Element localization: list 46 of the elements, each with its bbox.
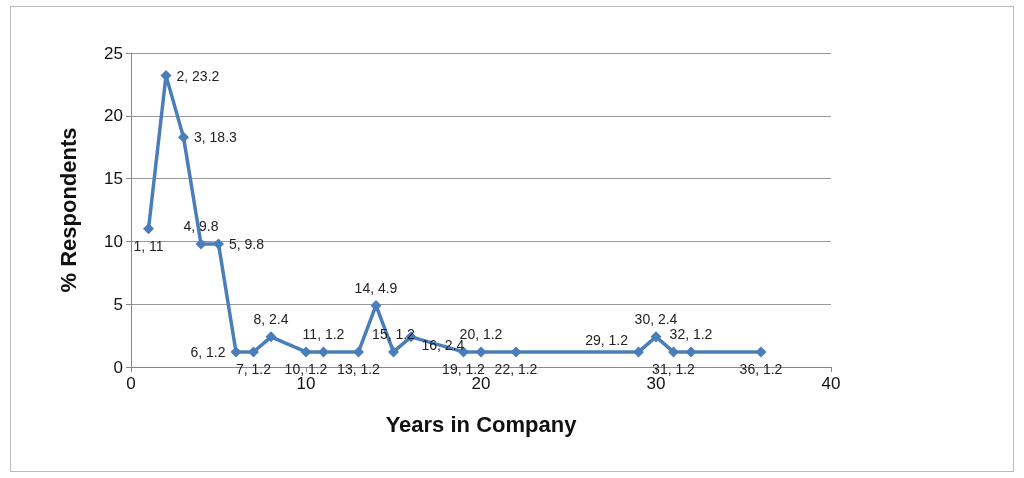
point (248, 346, 259, 358)
y-tick-label: 0 (113, 357, 123, 377)
data-label: 32, 1.2 (669, 326, 713, 343)
point (633, 346, 644, 358)
point (195, 238, 207, 250)
data-label: 36, 1.2 (739, 361, 783, 378)
data-label: 8, 2.4 (253, 311, 289, 328)
data-label: 2, 23.2 (176, 67, 220, 84)
data-label: 5, 9.8 (229, 235, 265, 252)
y-tick-label: 5 (113, 294, 123, 314)
x-tick-label: 0 (126, 374, 136, 393)
data-label: 22, 1.2 (494, 361, 538, 378)
point (213, 238, 224, 250)
point (685, 346, 697, 358)
data-label: 13, 1.2 (337, 361, 381, 378)
point (300, 346, 312, 358)
data-label: 1, 11 (133, 238, 164, 255)
data-label: 29, 1.2 (585, 331, 629, 348)
point (178, 131, 189, 143)
data-label: 14, 4.9 (354, 279, 398, 296)
point (318, 346, 329, 358)
point (353, 346, 364, 358)
y-axis-title: % Respondents (55, 127, 81, 293)
point (388, 346, 399, 358)
data-label: 7, 1.2 (235, 361, 272, 378)
x-tick-label: 40 (821, 374, 841, 393)
data-label: 6, 1.2 (190, 343, 226, 360)
y-tick-label: 25 (104, 43, 123, 63)
point (475, 346, 487, 358)
y-tick-label: 10 (104, 231, 123, 251)
data-label: 3, 18.3 (194, 129, 238, 146)
y-tick-label: 20 (104, 106, 123, 126)
data-label: 30, 2.4 (634, 311, 678, 328)
data-label: 11, 1.2 (302, 326, 345, 343)
y-tick-label: 15 (104, 169, 123, 189)
point (668, 346, 679, 358)
point (650, 331, 662, 343)
point (143, 223, 154, 235)
point (755, 346, 767, 358)
point (265, 331, 277, 343)
data-label: 10, 1.2 (284, 361, 328, 378)
x-axis-title: Years in Company (385, 411, 578, 437)
data-label: 4, 9.8 (183, 218, 219, 235)
point (230, 346, 242, 358)
point (370, 299, 382, 311)
point (510, 346, 522, 358)
